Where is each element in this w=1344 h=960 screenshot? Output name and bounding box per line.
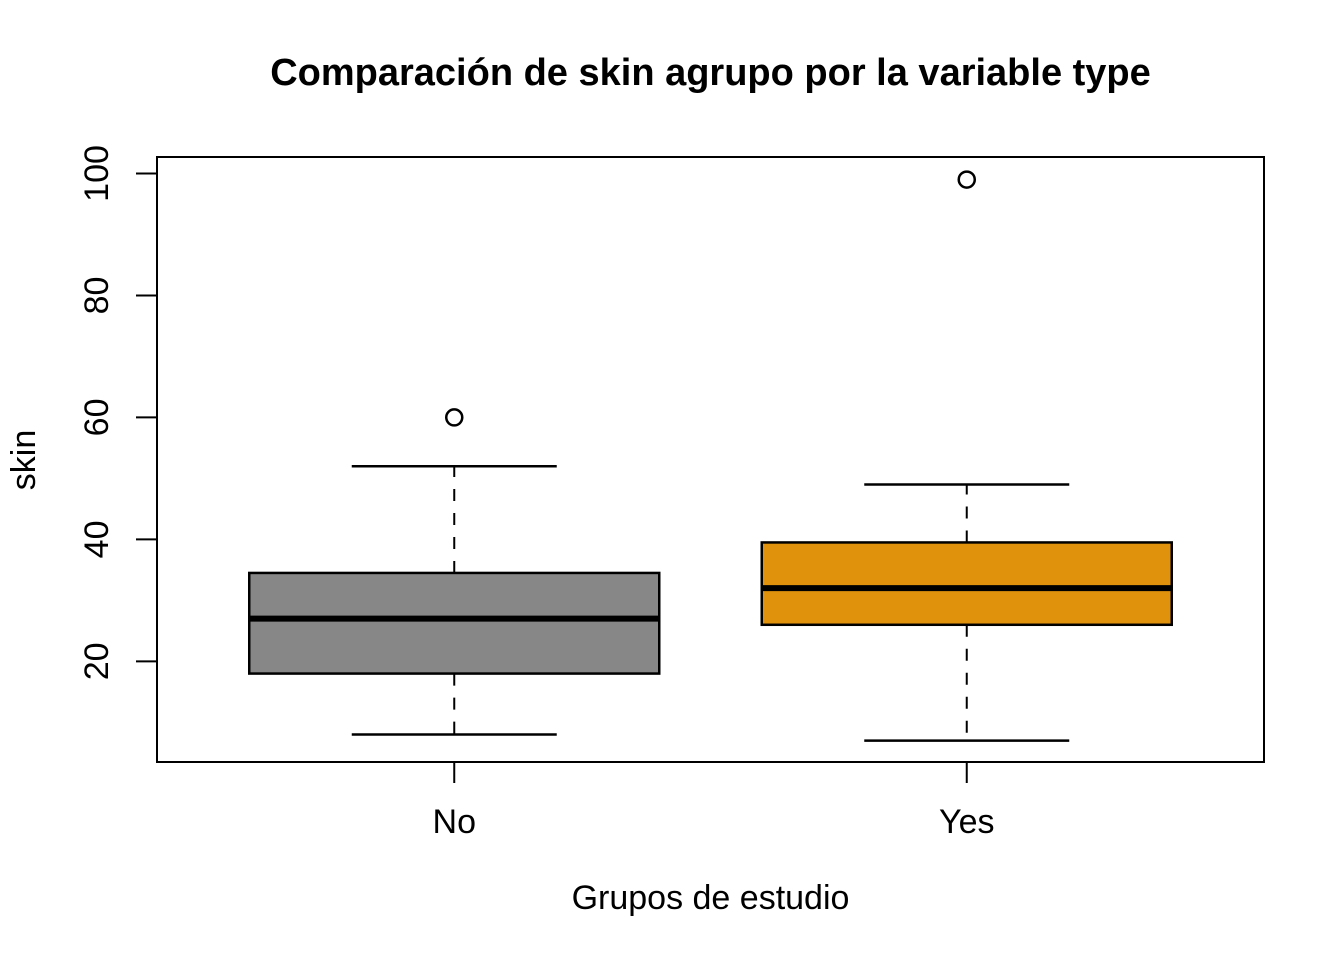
outlier-point	[445, 408, 464, 427]
outlier-point	[957, 170, 976, 189]
box-rect-no	[248, 571, 661, 675]
y-tick-label: 20	[78, 642, 116, 680]
y-tick-label: 60	[78, 399, 116, 437]
y-tick-label: 40	[78, 520, 116, 558]
y-tick-label: 80	[78, 277, 116, 315]
x-axis-title: Grupos de estudio	[571, 879, 850, 917]
plot-frame	[156, 156, 1265, 763]
chart-title: Comparación de skin agrupo por la variab…	[270, 52, 1151, 94]
y-tick-label: 100	[78, 145, 116, 202]
x-category-label: No	[433, 803, 476, 841]
x-category-label: Yes	[939, 803, 994, 841]
box-rect-yes	[760, 541, 1173, 627]
